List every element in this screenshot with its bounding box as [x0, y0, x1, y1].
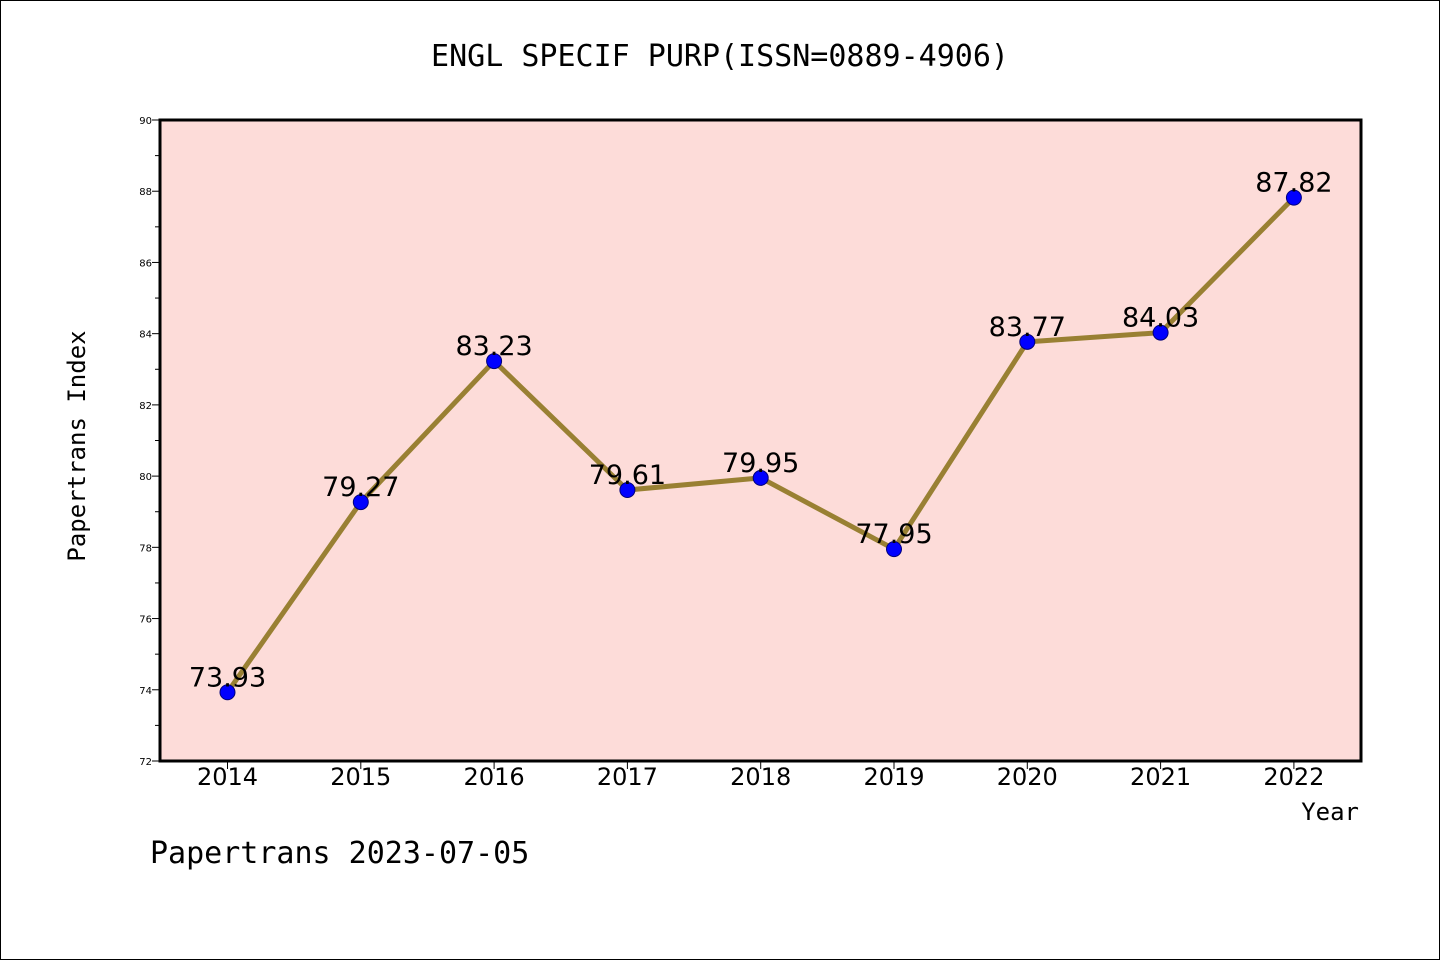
data-label: 84.03: [1122, 303, 1199, 334]
x-tick-label: 2014: [197, 763, 258, 791]
y-tick-label: 80: [139, 472, 152, 483]
y-axis-title: Papertrans Index: [63, 330, 91, 561]
x-axis-title: Year: [1301, 798, 1359, 826]
data-label: 73.93: [189, 662, 266, 693]
data-point-marker: [1019, 333, 1036, 350]
plot-border: [158, 118, 1363, 763]
plot-area: [160, 120, 1361, 761]
data-point-marker: [752, 469, 769, 486]
series-layer: [219, 189, 1302, 701]
data-label: 79.61: [589, 460, 666, 491]
x-tick-label: 2022: [1263, 763, 1324, 791]
y-tick-label: 72: [139, 757, 152, 768]
y-tick-label: 74: [139, 686, 152, 697]
x-tick-label: 2018: [730, 763, 791, 791]
x-tick-label: 2017: [597, 763, 658, 791]
y-tick-label: 78: [139, 543, 152, 554]
data-label: 79.27: [322, 472, 399, 503]
chart-title: ENGL SPECIF PURP(ISSN=0889-4906): [431, 39, 1009, 74]
footer-text: Papertrans 2023-07-05: [150, 836, 529, 871]
y-tick-label: 90: [139, 116, 152, 127]
y-axis: 72 74 76 78 80 82 84 86 88 90: [139, 116, 160, 768]
y-tick-label: 86: [139, 258, 152, 269]
x-tick-label: 2021: [1130, 763, 1191, 791]
y-tick-label: 76: [139, 615, 152, 626]
x-axis: 2014 2015 2016 2017 2018 2019 2020 2021 2022: [197, 761, 1324, 791]
data-point-marker: [486, 353, 503, 370]
y-tick-label: 82: [139, 401, 152, 412]
data-point-marker: [1285, 189, 1302, 206]
data-point-marker: [886, 541, 902, 558]
data-point-marker: [219, 684, 236, 701]
data-labels: 73.93 79.27 83.23 79.61 79.95 77.95 83.77 84.03…: [189, 168, 1333, 694]
data-point-marker: [619, 481, 636, 498]
data-point-marker: [1152, 324, 1169, 341]
y-tick-label: 84: [139, 330, 152, 341]
data-label: 77.95: [855, 519, 932, 550]
x-tick-label: 2016: [464, 763, 525, 791]
data-label: 83.77: [989, 312, 1066, 343]
x-tick-label: 2020: [997, 763, 1058, 791]
x-tick-label: 2015: [330, 763, 391, 791]
y-tick-label: 88: [139, 187, 152, 198]
data-point-marker: [352, 494, 369, 511]
x-tick-label: 2019: [863, 763, 924, 791]
data-label: 83.23: [455, 331, 532, 362]
data-label: 87.82: [1255, 168, 1332, 199]
data-label: 79.95: [722, 448, 799, 479]
